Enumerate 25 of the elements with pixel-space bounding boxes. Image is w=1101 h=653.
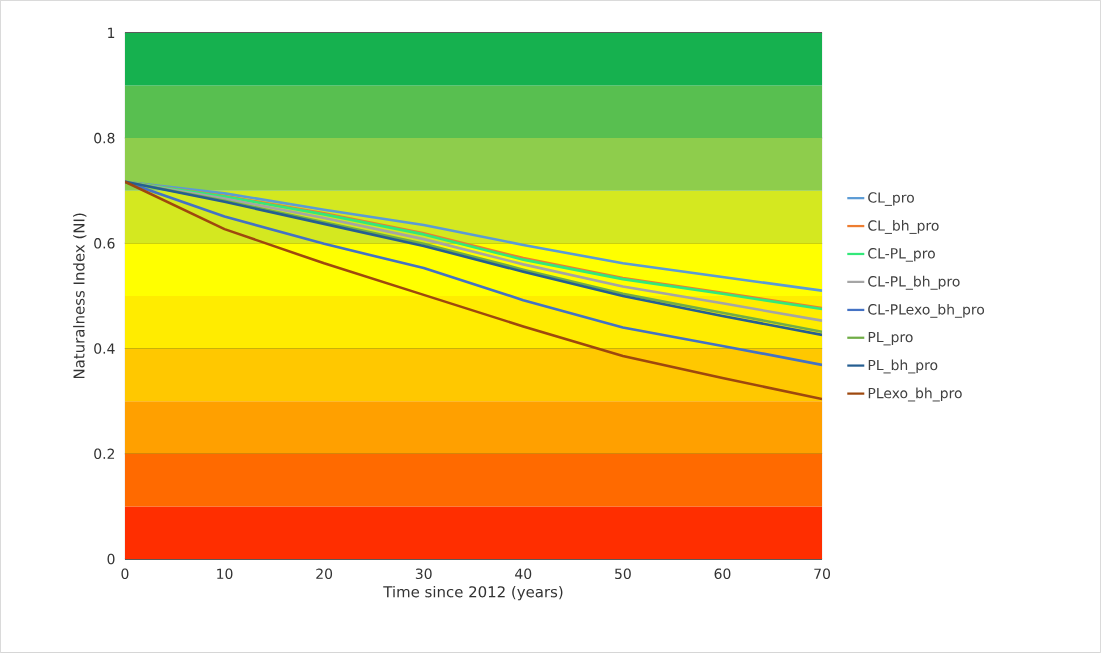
x-tick-label: 0 bbox=[121, 568, 129, 580]
legend-label: CL_pro bbox=[868, 192, 914, 206]
legend-label: CL_bh_pro bbox=[868, 220, 939, 234]
y-tick-label: 1 bbox=[108, 27, 115, 39]
y-tick-label: 0.6 bbox=[94, 238, 115, 249]
y-tick-label: 0.2 bbox=[94, 448, 115, 460]
line-series bbox=[124, 180, 823, 401]
legend-label: PLexo_bh_pro bbox=[868, 387, 962, 402]
x-tick-label: 50 bbox=[615, 568, 631, 580]
x-tick-label: 30 bbox=[415, 568, 432, 580]
legend-label: CL-PL_pro bbox=[868, 248, 935, 262]
legend-label: PL_pro bbox=[868, 331, 913, 346]
x-tick-label: 60 bbox=[714, 568, 731, 580]
y-tick-label: 0.8 bbox=[94, 132, 115, 144]
x-axis-title: Time since 2012 (years) bbox=[383, 585, 563, 601]
x-tick-label: 40 bbox=[515, 568, 532, 580]
x-tick-label: 10 bbox=[217, 568, 233, 580]
legend-label: CL-PL_bh_pro bbox=[868, 275, 960, 290]
x-tick-label: 70 bbox=[814, 568, 831, 580]
x-tick-label: 20 bbox=[316, 568, 333, 580]
y-tick-label: 0.4 bbox=[94, 343, 115, 354]
legend-label: PL_bh_pro bbox=[868, 359, 938, 374]
y-tick-label: 0 bbox=[107, 553, 115, 565]
y-axis-title: Naturalness Index (NI) bbox=[73, 213, 87, 379]
legend-label: CL-PLexo_bh_pro bbox=[868, 303, 985, 318]
